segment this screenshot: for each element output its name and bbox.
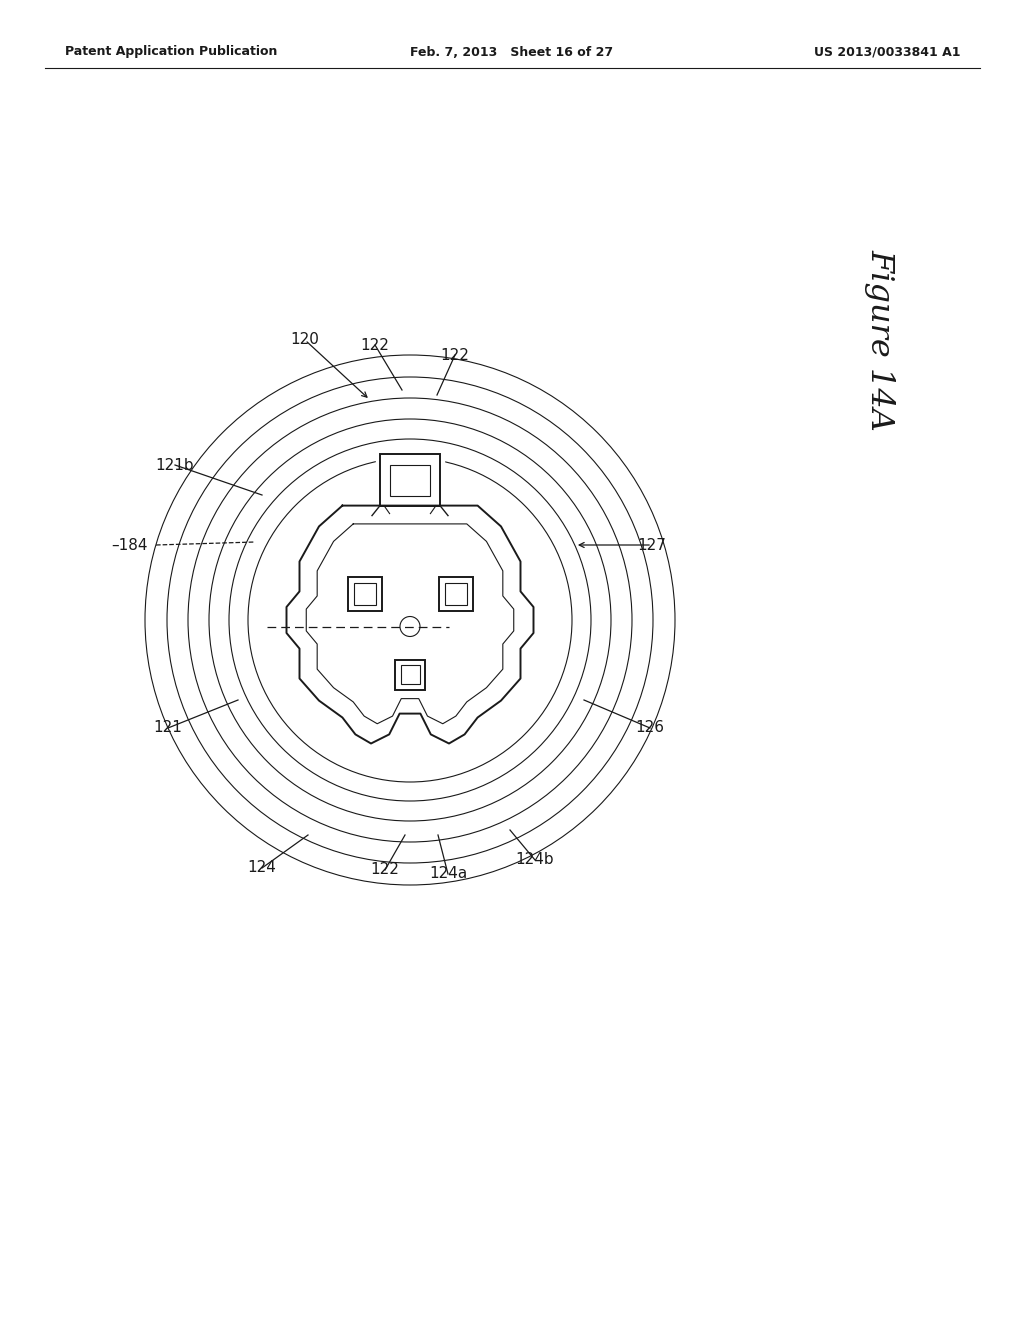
Text: 120: 120 [291, 333, 319, 347]
Bar [444, 583, 467, 605]
Text: 122: 122 [440, 347, 469, 363]
Text: Patent Application Publication: Patent Application Publication [65, 45, 278, 58]
Bar [380, 454, 440, 506]
Text: 127: 127 [638, 537, 667, 553]
Bar [395, 660, 425, 689]
Text: Figure 14A: Figure 14A [864, 249, 896, 430]
Text: US 2013/0033841 A1: US 2013/0033841 A1 [813, 45, 961, 58]
Text: 124b: 124b [516, 853, 554, 867]
Text: 122: 122 [360, 338, 389, 352]
Text: –184: –184 [112, 537, 148, 553]
Text: 126: 126 [636, 721, 665, 735]
Bar [389, 465, 430, 496]
Text: 122: 122 [371, 862, 399, 878]
Bar [400, 665, 420, 684]
Text: 124a: 124a [429, 866, 467, 882]
Bar [438, 577, 472, 611]
Text: 121b: 121b [156, 458, 195, 473]
Polygon shape [376, 449, 444, 508]
Bar [347, 577, 382, 611]
Text: Feb. 7, 2013   Sheet 16 of 27: Feb. 7, 2013 Sheet 16 of 27 [411, 45, 613, 58]
Text: 124: 124 [248, 861, 276, 875]
Text: 121: 121 [154, 721, 182, 735]
Polygon shape [287, 506, 534, 743]
Bar [353, 583, 376, 605]
